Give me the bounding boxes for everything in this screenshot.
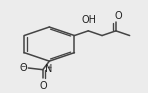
Text: O: O — [115, 11, 122, 21]
Text: O: O — [19, 63, 27, 73]
Text: −: − — [20, 63, 25, 68]
Text: OH: OH — [82, 15, 96, 25]
Text: O: O — [39, 81, 47, 91]
Text: +: + — [46, 65, 51, 70]
Text: N: N — [45, 64, 52, 74]
